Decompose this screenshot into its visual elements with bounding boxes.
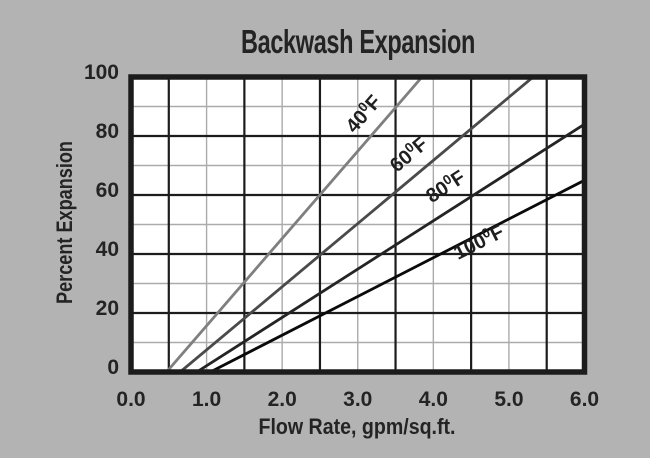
series-line-80F <box>196 123 585 372</box>
series-lines <box>165 77 585 372</box>
x-tick-label-0.0: 0.0 <box>116 388 145 411</box>
x-tick-label-1.0: 1.0 <box>192 388 221 411</box>
y-tick-label-60: 60 <box>96 179 119 202</box>
x-tick-label-3.0: 3.0 <box>343 388 372 411</box>
series-line-100F <box>209 179 585 372</box>
x-tick-label-4.0: 4.0 <box>419 388 448 411</box>
series-line-60F <box>179 77 535 372</box>
y-tick-label-20: 20 <box>96 297 119 320</box>
y-tick-label-80: 80 <box>96 120 119 143</box>
x-tick-label-2.0: 2.0 <box>268 388 297 411</box>
y-tick-label-0: 0 <box>107 356 119 379</box>
y-tick-label-40: 40 <box>96 238 119 261</box>
series-line-40F <box>165 77 424 372</box>
y-tick-labels: 0 20 40 60 80 100 <box>84 61 119 379</box>
y-tick-label-100: 100 <box>84 61 119 84</box>
x-axis-title: Flow Rate, gpm/sq.ft. <box>259 414 456 439</box>
x-tick-labels: 0.0 1.0 2.0 3.0 4.0 5.0 6.0 <box>116 388 599 411</box>
x-tick-label-6.0: 6.0 <box>570 388 599 411</box>
plot-border <box>128 74 588 375</box>
x-tick-label-5.0: 5.0 <box>494 388 523 411</box>
y-axis-title: Percent Expansion <box>52 141 77 304</box>
chart-title: Backwash Expansion <box>241 23 475 60</box>
